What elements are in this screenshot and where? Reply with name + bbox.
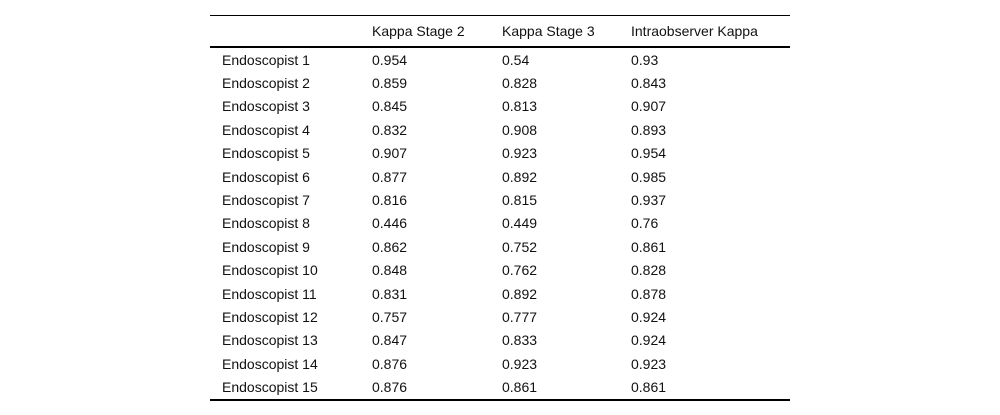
kappa-stage-2-value: 0.907 (372, 145, 408, 162)
row-label: Endoscopist 1 (222, 51, 310, 68)
kappa-stage-3-value: 0.54 (502, 51, 530, 68)
kappa-stage-3-value: 0.833 (502, 332, 538, 349)
header-intraobserver-kappa: Intraobserver Kappa (631, 15, 790, 48)
kappa-stage-2-value: 0.757 (372, 308, 408, 325)
intraobserver-kappa-value: 0.93 (631, 51, 659, 68)
kappa-stage-2-value: 0.446 (372, 215, 408, 232)
kappa-stage-2-value: 0.845 (372, 98, 408, 115)
kappa-stage-2-value: 0.816 (372, 192, 408, 209)
row-label: Endoscopist 5 (222, 145, 310, 162)
row-label: Endoscopist 12 (222, 308, 318, 325)
intraobserver-kappa-value: 0.937 (631, 192, 667, 209)
kappa-stage-3-value: 0.815 (502, 192, 538, 209)
table-row: Endoscopist 10 0.848 0.762 0.828 (210, 259, 790, 282)
kappa-stage-3-value: 0.892 (502, 285, 538, 302)
kappa-stage-3-value: 0.923 (502, 145, 538, 162)
kappa-stage-3-value: 0.923 (502, 355, 538, 372)
table-row: Endoscopist 3 0.845 0.813 0.907 (210, 95, 790, 118)
kappa-stage-2-value: 0.876 (372, 355, 408, 372)
intraobserver-kappa-value: 0.924 (631, 308, 667, 325)
row-label: Endoscopist 9 (222, 238, 310, 255)
intraobserver-kappa-value: 0.893 (631, 121, 667, 138)
row-label: Endoscopist 11 (222, 285, 317, 302)
intraobserver-kappa-value: 0.878 (631, 285, 667, 302)
kappa-stage-2-value: 0.831 (372, 285, 408, 302)
row-label: Endoscopist 15 (222, 379, 318, 396)
header-empty-cell (210, 15, 372, 48)
intraobserver-kappa-value: 0.76 (631, 215, 659, 232)
row-label: Endoscopist 2 (222, 75, 310, 92)
kappa-stage-3-value: 0.908 (502, 121, 538, 138)
table-header: Kappa Stage 2 Kappa Stage 3 Intraobserve… (210, 15, 790, 48)
intraobserver-kappa-value: 0.924 (631, 332, 667, 349)
kappa-stage-2-value: 0.862 (372, 238, 408, 255)
intraobserver-kappa-value: 0.861 (631, 379, 667, 396)
table-row: Endoscopist 13 0.847 0.833 0.924 (210, 329, 790, 352)
kappa-stage-2-value: 0.859 (372, 75, 408, 92)
header-kappa-stage-2: Kappa Stage 2 (372, 15, 502, 48)
kappa-stage-3-value: 0.762 (502, 262, 538, 279)
kappa-stage-2-value: 0.954 (372, 51, 408, 68)
kappa-stage-2-value: 0.832 (372, 121, 408, 138)
kappa-stage-3-value: 0.861 (502, 379, 538, 396)
row-label: Endoscopist 13 (222, 332, 318, 349)
kappa-stage-3-value: 0.449 (502, 215, 538, 232)
kappa-stage-3-value: 0.813 (502, 98, 538, 115)
table-row: Endoscopist 9 0.862 0.752 0.861 (210, 235, 790, 258)
kappa-stage-3-value: 0.828 (502, 75, 538, 92)
row-label: Endoscopist 4 (222, 121, 310, 138)
kappa-stage-2-value: 0.877 (372, 168, 408, 185)
table-row: Endoscopist 11 0.831 0.892 0.878 (210, 282, 790, 305)
row-label: Endoscopist 6 (222, 168, 310, 185)
intraobserver-kappa-value: 0.985 (631, 168, 667, 185)
kappa-stage-2-value: 0.847 (372, 332, 408, 349)
kappa-stage-3-value: 0.752 (502, 238, 538, 255)
table-row: Endoscopist 8 0.446 0.449 0.76 (210, 212, 790, 235)
header-kappa-stage-3: Kappa Stage 3 (502, 15, 631, 48)
intraobserver-kappa-value: 0.923 (631, 355, 667, 372)
kappa-table-container: Kappa Stage 2 Kappa Stage 3 Intraobserve… (210, 15, 790, 401)
table-row: Endoscopist 7 0.816 0.815 0.937 (210, 188, 790, 211)
kappa-stage-3-value: 0.892 (502, 168, 538, 185)
intraobserver-kappa-value: 0.954 (631, 145, 667, 162)
table-row: Endoscopist 4 0.832 0.908 0.893 (210, 118, 790, 141)
row-label: Endoscopist 8 (222, 215, 310, 232)
table-row: Endoscopist 2 0.859 0.828 0.843 (210, 71, 790, 94)
table-row: Endoscopist 14 0.876 0.923 0.923 (210, 352, 790, 375)
table-row: Endoscopist 1 0.954 0.54 0.93 (210, 47, 790, 71)
intraobserver-kappa-value: 0.843 (631, 75, 667, 92)
intraobserver-kappa-value: 0.828 (631, 262, 667, 279)
row-label: Endoscopist 7 (222, 192, 310, 209)
table-row: Endoscopist 15 0.876 0.861 0.861 (210, 375, 790, 399)
intraobserver-kappa-value: 0.907 (631, 98, 667, 115)
kappa-stage-2-value: 0.848 (372, 262, 408, 279)
table-row: Endoscopist 12 0.757 0.777 0.924 (210, 305, 790, 328)
intraobserver-kappa-value: 0.861 (631, 238, 667, 255)
table-row: Endoscopist 6 0.877 0.892 0.985 (210, 165, 790, 188)
table-row: Endoscopist 5 0.907 0.923 0.954 (210, 142, 790, 165)
row-label: Endoscopist 14 (222, 355, 318, 372)
header-row: Kappa Stage 2 Kappa Stage 3 Intraobserve… (210, 15, 790, 48)
row-label: Endoscopist 10 (222, 262, 318, 279)
row-label: Endoscopist 3 (222, 98, 310, 115)
kappa-stage-3-value: 0.777 (502, 308, 538, 325)
table-body: Endoscopist 1 0.954 0.54 0.93 Endoscopis… (210, 47, 790, 400)
kappa-stage-2-value: 0.876 (372, 379, 408, 396)
kappa-table: Kappa Stage 2 Kappa Stage 3 Intraobserve… (210, 15, 790, 401)
